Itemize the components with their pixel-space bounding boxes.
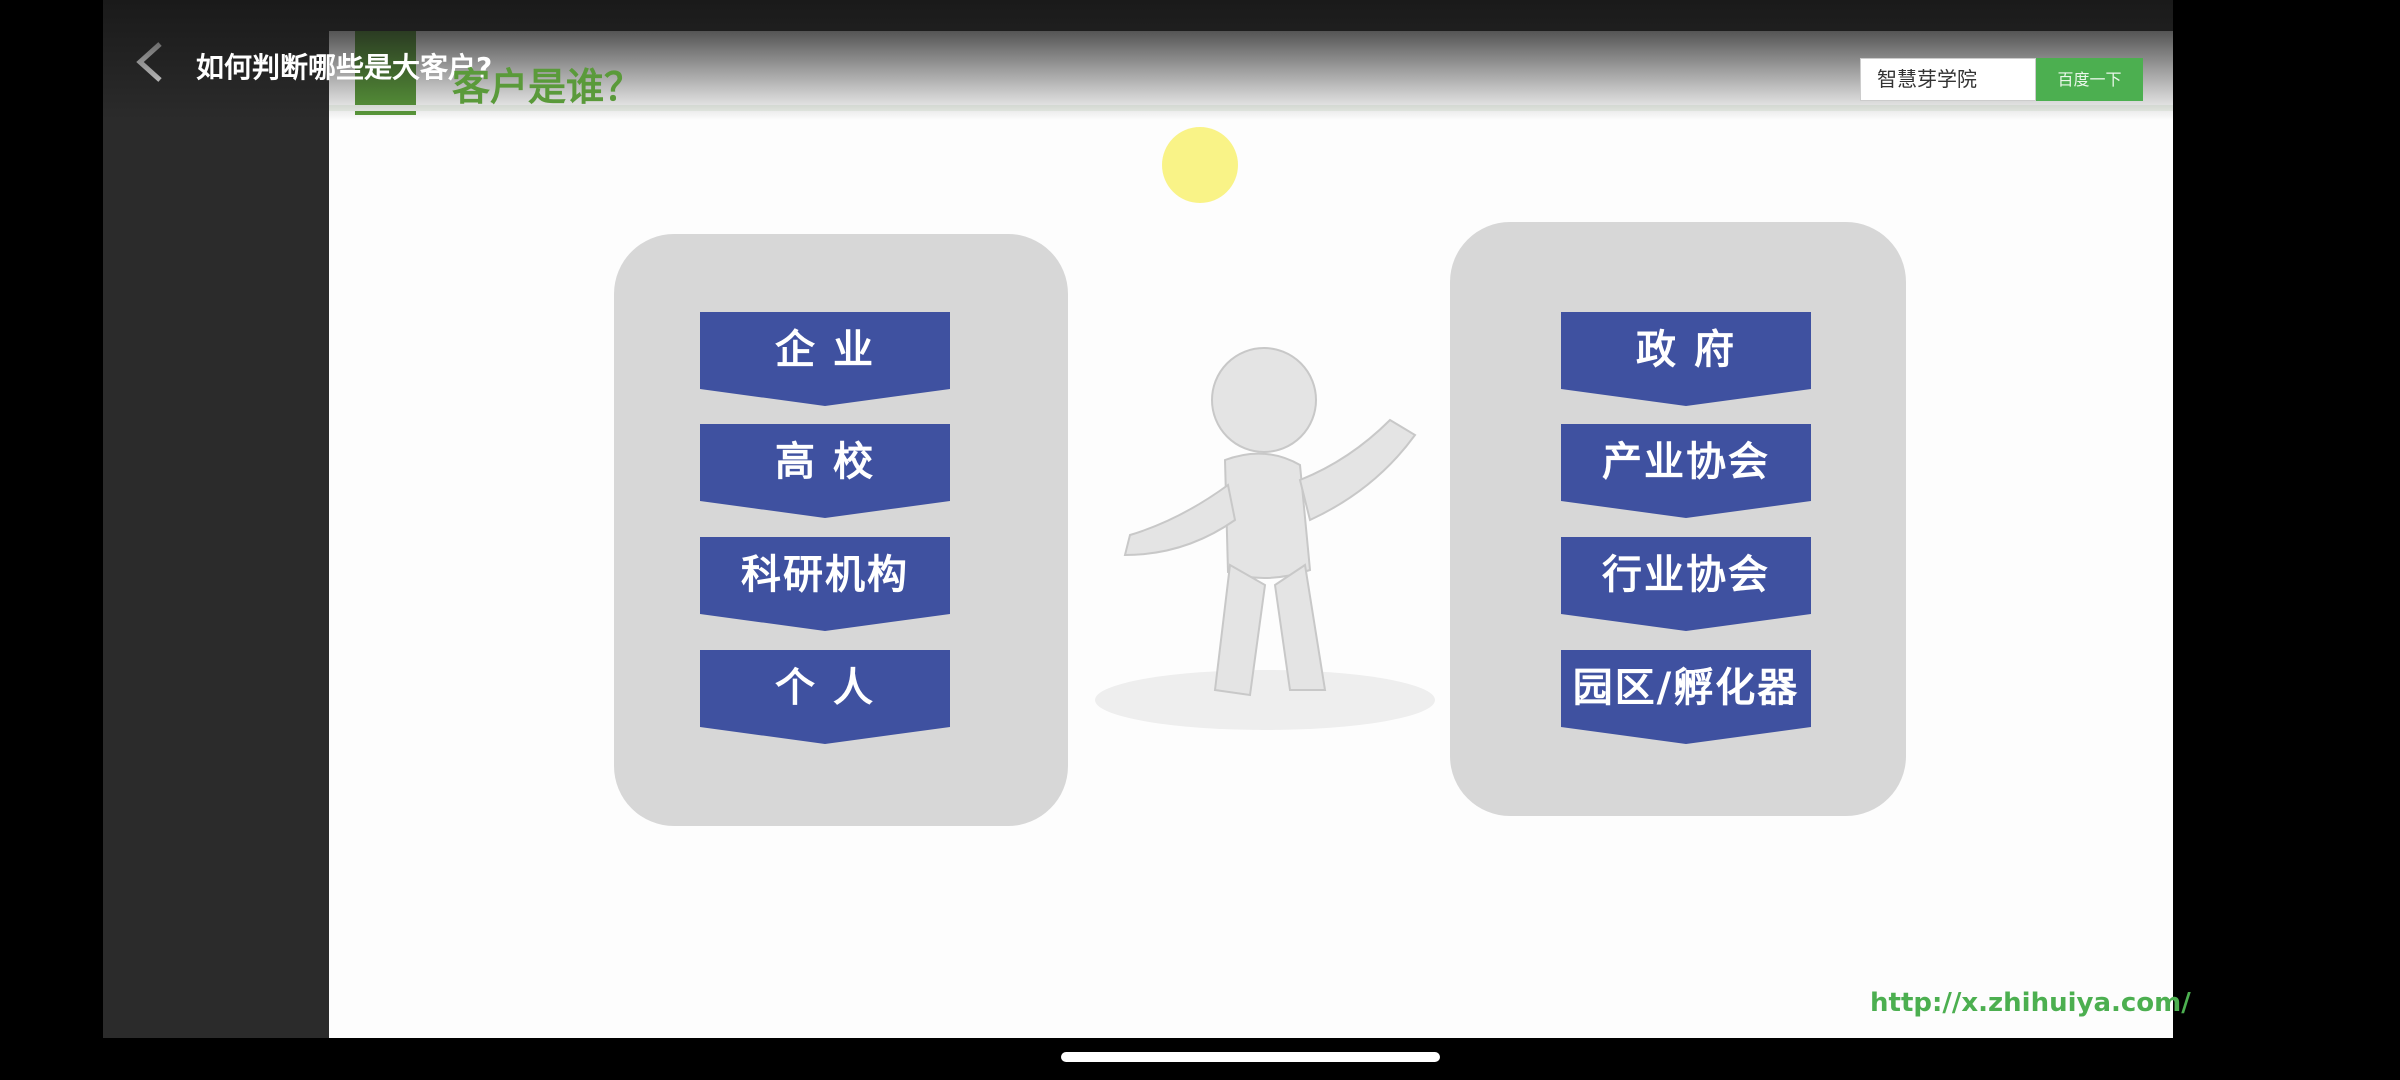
item-shape bbox=[700, 537, 950, 631]
header-title: 如何判断哪些是大客户? bbox=[196, 51, 493, 84]
item-shape bbox=[700, 650, 950, 744]
item-label: 企 业 bbox=[775, 327, 875, 373]
cursor-highlight bbox=[1162, 127, 1238, 203]
search-button[interactable]: 百度一下 bbox=[2036, 58, 2143, 101]
item-shape bbox=[1561, 312, 1811, 406]
top-fade bbox=[103, 0, 2173, 120]
slide-title: 客户是谁？ bbox=[452, 65, 643, 109]
item-shape bbox=[1561, 424, 1811, 518]
search-box[interactable]: 智慧芽学院 bbox=[1860, 58, 2036, 101]
item-label: 园区/孵化器 bbox=[1572, 665, 1800, 711]
item-shape bbox=[1561, 537, 1811, 631]
url: http://x.zhihuiya.com/ bbox=[1870, 988, 2191, 1018]
item-shape bbox=[700, 424, 950, 518]
item-label: 产业协会 bbox=[1602, 439, 1770, 485]
item-shape bbox=[1561, 650, 1811, 744]
item-label: 高 校 bbox=[775, 439, 875, 485]
home-indicator[interactable] bbox=[1061, 1052, 1440, 1062]
item-label: 科研机构 bbox=[741, 552, 909, 598]
figure bbox=[1095, 347, 1435, 730]
item-label: 行业协会 bbox=[1602, 552, 1770, 598]
item-shape bbox=[700, 312, 950, 406]
item-label: 政 府 bbox=[1636, 327, 1736, 373]
item-label: 个 人 bbox=[775, 665, 875, 711]
